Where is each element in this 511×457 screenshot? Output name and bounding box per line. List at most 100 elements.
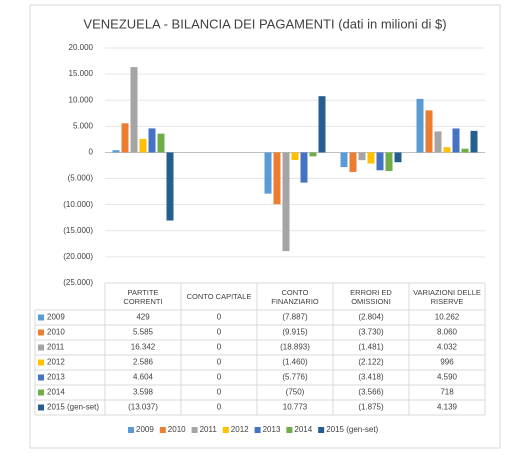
table-value: (1.875) <box>358 403 384 412</box>
category-label: CONTO FINANZIARIO <box>271 287 319 306</box>
table-value: (5.776) <box>282 373 308 382</box>
y-tick-label: 20.000 <box>69 43 94 52</box>
table-value: 4.032 <box>437 343 458 352</box>
bar <box>434 131 442 153</box>
table-value: 996 <box>440 358 454 367</box>
bar <box>130 67 138 153</box>
bar <box>318 96 326 153</box>
y-tick-label: (15.000) <box>63 226 93 235</box>
legend-label: 2009 <box>136 425 154 434</box>
category-header: CONTO CAPITALE <box>186 292 252 301</box>
legend-key <box>38 404 44 411</box>
bar <box>340 152 348 168</box>
table-value: (1.481) <box>358 343 384 352</box>
table-value: 3.598 <box>133 388 154 397</box>
bar <box>349 152 357 172</box>
legend-swatch <box>159 427 166 433</box>
bar <box>461 148 469 153</box>
table-value: (2.122) <box>358 358 384 367</box>
table-value: 4.604 <box>133 373 154 382</box>
chart-title: VENEZUELA - BILANCIA DEI PAGAMENTI (dati… <box>83 16 446 31</box>
table-value: (1.460) <box>282 358 308 367</box>
bar <box>394 152 402 163</box>
table-value: 718 <box>440 388 454 397</box>
legend-label: 2012 <box>231 425 249 434</box>
row-label: 2012 <box>47 358 65 367</box>
table-value: 5.585 <box>133 328 154 337</box>
table-value: 0 <box>217 373 222 382</box>
bar <box>425 110 433 153</box>
table-value: 16.342 <box>131 343 156 352</box>
legend-swatch <box>191 427 198 433</box>
bar <box>376 152 384 171</box>
bar <box>309 152 317 157</box>
y-tick-label: (10.000) <box>63 200 93 209</box>
category-label: ERRORI ED OMISSIONI <box>350 287 392 306</box>
category-header: PARTITE CORRENTI <box>123 287 163 306</box>
legend-key <box>38 374 44 381</box>
y-tick-label: 15.000 <box>69 69 94 78</box>
table-value: 0 <box>217 313 222 322</box>
table-value: (750) <box>286 388 305 397</box>
bar <box>121 123 129 153</box>
legend-label: 2010 <box>168 425 186 434</box>
bar <box>166 152 174 221</box>
y-tick-label: 0 <box>89 148 94 157</box>
category-header: CONTO FINANZIARIO <box>271 287 319 306</box>
bar <box>367 152 375 164</box>
bar <box>282 152 290 252</box>
legend-swatch <box>222 427 229 433</box>
legend-swatch <box>254 427 261 433</box>
table-value: (18.893) <box>280 343 310 352</box>
legend-key <box>38 344 44 351</box>
table-value: (13.037) <box>128 403 158 412</box>
bar <box>470 130 478 153</box>
bar <box>452 128 460 153</box>
legend-swatch <box>318 427 325 433</box>
table-value: (3.566) <box>358 388 384 397</box>
bar <box>416 98 424 153</box>
legend-label: 2014 <box>294 425 312 434</box>
bar <box>264 152 272 194</box>
table-value: 0 <box>217 358 222 367</box>
table-value: 0 <box>217 388 222 397</box>
bar <box>273 152 281 205</box>
y-tick-label: (25.000) <box>63 278 93 287</box>
bar <box>385 152 393 172</box>
table-value: 4.590 <box>437 373 458 382</box>
row-label: 2013 <box>47 373 65 382</box>
y-tick-label: 5.000 <box>73 121 94 130</box>
table-value: (3.418) <box>358 373 384 382</box>
row-label: 2009 <box>47 313 65 322</box>
row-label: 2014 <box>47 388 65 397</box>
table-value: 8.060 <box>437 328 458 337</box>
table-value: (9.915) <box>282 328 308 337</box>
bar <box>300 152 308 183</box>
table-value: 4.139 <box>437 403 458 412</box>
bar <box>148 128 156 153</box>
row-label: 2010 <box>47 328 65 337</box>
bar <box>291 152 299 161</box>
legend-label: 2015 (gen-set) <box>326 425 378 434</box>
chart-border <box>29 4 501 449</box>
category-label: PARTITE CORRENTI <box>123 287 163 306</box>
table-value: (3.730) <box>358 328 384 337</box>
category-label: VARIAZIONI DELLE RISERVE <box>413 287 481 306</box>
table-value: (2.804) <box>358 313 384 322</box>
table-value: 0 <box>217 328 222 337</box>
table-value: (7.887) <box>282 313 308 322</box>
row-label: 2015 (gen-set) <box>47 403 99 412</box>
legend-key <box>38 314 44 321</box>
legend-label: 2011 <box>200 425 218 434</box>
bar <box>157 133 165 153</box>
bar <box>443 147 451 153</box>
category-label: CONTO CAPITALE <box>186 292 252 301</box>
bar <box>112 150 120 153</box>
table-value: 10.773 <box>283 403 308 412</box>
legend-key <box>38 389 44 396</box>
bar <box>358 152 366 161</box>
table-value: 0 <box>217 343 222 352</box>
row-label: 2011 <box>47 343 65 352</box>
category-header: VARIAZIONI DELLE RISERVE <box>413 287 481 306</box>
